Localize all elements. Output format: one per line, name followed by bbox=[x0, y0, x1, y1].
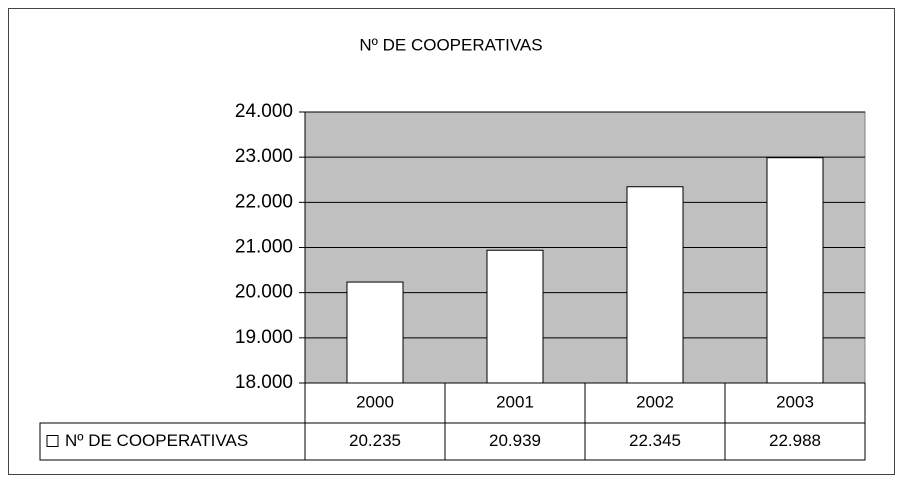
y-tick-label: 19.000 bbox=[235, 327, 293, 348]
x-tick-label: 2000 bbox=[356, 392, 394, 411]
legend-key bbox=[46, 435, 59, 447]
y-tick-label: 24.000 bbox=[235, 101, 293, 122]
bar bbox=[486, 249, 544, 384]
table-value-row bbox=[39, 422, 866, 461]
y-tick-label: 18.000 bbox=[235, 372, 293, 393]
data-table-value: 22.345 bbox=[629, 431, 681, 450]
bar bbox=[626, 186, 684, 384]
data-table-value: 20.235 bbox=[349, 431, 401, 450]
data-table-value: 22.988 bbox=[769, 431, 821, 450]
bar bbox=[346, 281, 404, 384]
y-tick-label: 21.000 bbox=[235, 237, 293, 258]
y-tick-label: 22.000 bbox=[235, 191, 293, 212]
legend-label: Nº DE COOPERATIVAS bbox=[65, 431, 248, 450]
chart-title: Nº DE COOPERATIVAS bbox=[359, 35, 542, 54]
y-tick-label: 23.000 bbox=[235, 146, 293, 167]
x-tick-label: 2003 bbox=[776, 392, 814, 411]
x-tick-label: 2001 bbox=[496, 392, 534, 411]
y-tick-label: 20.000 bbox=[235, 282, 293, 303]
x-tick-label: 2002 bbox=[636, 392, 674, 411]
bar bbox=[766, 157, 824, 384]
data-table-value: 20.939 bbox=[489, 431, 541, 450]
